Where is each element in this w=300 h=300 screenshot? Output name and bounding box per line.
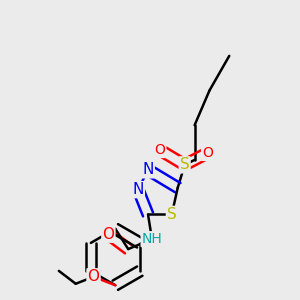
Text: S: S — [167, 207, 177, 222]
Text: N: N — [142, 162, 154, 177]
Text: S: S — [180, 158, 190, 172]
Text: N: N — [132, 182, 144, 197]
Text: NH: NH — [142, 232, 162, 246]
Text: O: O — [88, 269, 100, 284]
Text: O: O — [102, 227, 114, 242]
Text: O: O — [202, 146, 213, 160]
Text: O: O — [154, 143, 165, 157]
